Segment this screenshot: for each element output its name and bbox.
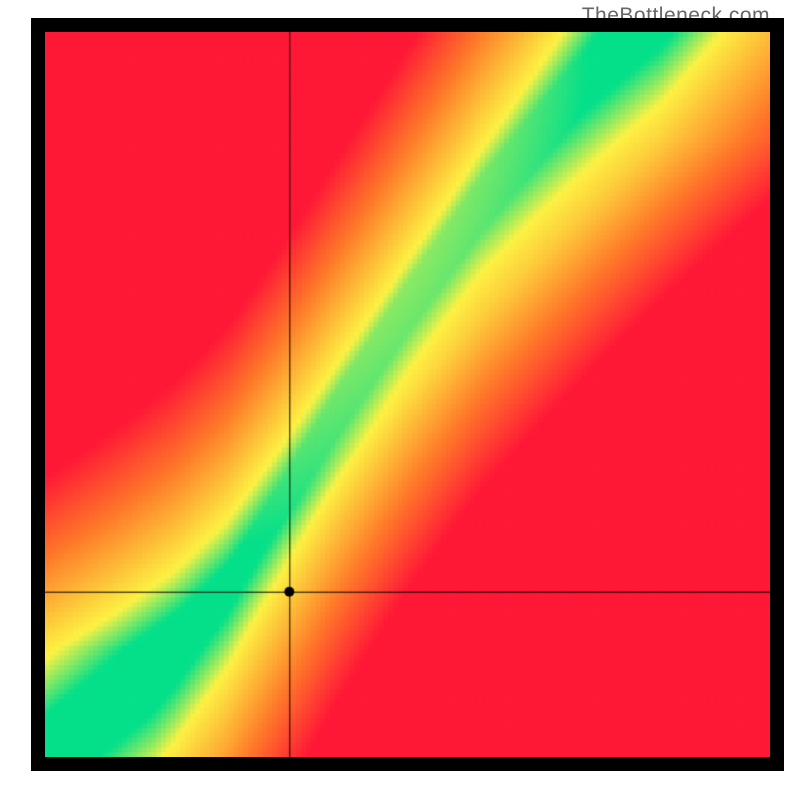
- chart-frame-top: [31, 18, 784, 32]
- crosshair-overlay: [45, 32, 770, 757]
- chart-frame-right: [770, 18, 784, 771]
- chart-frame-bottom: [31, 757, 784, 771]
- chart-frame-left: [31, 18, 45, 771]
- chart-container: TheBottleneck.com: [0, 0, 800, 800]
